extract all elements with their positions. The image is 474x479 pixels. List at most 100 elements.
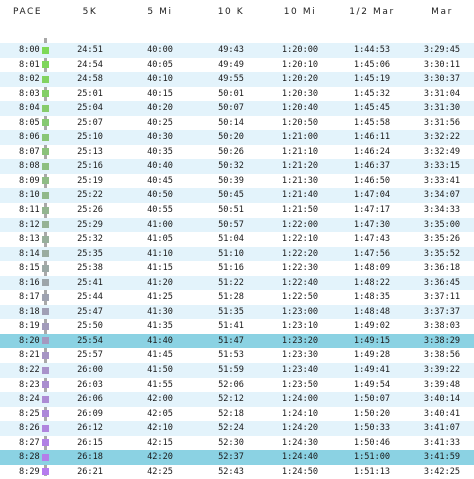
marathon-cell: 3:38:56	[423, 350, 461, 361]
five-k-cell: 25:01	[77, 88, 103, 99]
pace-cell: 8:11	[19, 205, 40, 216]
half-marathon-cell: 1:49:28	[353, 350, 391, 361]
five-mi-cell: 41:10	[147, 248, 173, 259]
five-mi-cell: 41:45	[147, 350, 173, 361]
pace-marker	[42, 235, 49, 243]
ten-mi-cell: 1:20:30	[281, 88, 319, 99]
marathon-cell: 3:34:07	[423, 190, 461, 201]
five-k-cell: 24:51	[77, 45, 103, 55]
ten-k-cell: 50:20	[218, 132, 244, 143]
marathon-cell: 3:40:41	[423, 408, 461, 419]
table-row: 8:08 25:16 40:40 50:32 1:21:20 1:46:37 3:33:15	[0, 159, 474, 174]
marathon-cell: 3:32:49	[423, 146, 461, 157]
marathon-cell: 3:39:48	[423, 379, 461, 390]
half-marathon-cell: 1:45:32	[353, 88, 391, 99]
half-marathon-cell: 1:48:35	[353, 292, 391, 303]
pace-cell: 8:03	[19, 88, 40, 99]
half-marathon-cell: 1:51:00	[353, 452, 391, 463]
marathon-cell: 3:35:52	[423, 248, 461, 259]
five-k-cell: 25:41	[77, 277, 103, 288]
five-mi-cell: 40:35	[147, 146, 173, 157]
ten-k-cell: 50:07	[218, 103, 244, 114]
marathon-cell: 3:31:56	[423, 117, 461, 128]
header-10-mi: 10 Mi	[283, 7, 317, 17]
half-marathon-cell: 1:50:20	[353, 408, 391, 419]
five-k-cell: 25:13	[77, 146, 103, 157]
five-k-cell: 26:06	[77, 394, 103, 405]
table-row: 8:24 26:06 42:00 52:12 1:24:00 1:50:07 3:40:14	[0, 392, 474, 407]
five-k-cell: 25:35	[77, 248, 103, 259]
pace-cell: 8:17	[19, 292, 40, 303]
header-5-mi: 5 Mi	[147, 7, 173, 17]
ten-k-cell: 50:01	[218, 88, 244, 99]
pace-cell: 8:05	[19, 117, 40, 128]
pace-cell: 8:07	[19, 146, 40, 157]
five-k-cell: 26:00	[77, 365, 103, 376]
pace-cell: 8:24	[19, 394, 40, 405]
half-marathon-cell: 1:50:33	[353, 423, 391, 434]
half-marathon-cell: 1:49:15	[353, 335, 391, 346]
half-marathon-cell: 1:49:41	[353, 365, 391, 376]
ten-mi-cell: 1:23:20	[281, 335, 319, 346]
pace-marker	[42, 162, 49, 170]
five-k-cell: 25:16	[77, 161, 103, 172]
header-marathon: Mar	[431, 7, 453, 17]
pace-cell: 8:20	[19, 335, 40, 346]
table-row: 8:21 25:57 41:45 51:53 1:23:30 1:49:28 3:38:56	[0, 348, 474, 363]
ten-mi-cell: 1:24:00	[281, 394, 319, 405]
pace-marker	[42, 351, 49, 359]
ten-mi-cell: 1:22:20	[281, 248, 319, 259]
ten-k-cell: 51:41	[218, 321, 244, 332]
marathon-cell: 3:40:14	[423, 394, 461, 405]
five-mi-cell: 42:15	[147, 437, 173, 448]
pace-marker	[42, 337, 49, 345]
half-marathon-cell: 1:45:58	[353, 117, 391, 128]
ten-mi-cell: 1:22:10	[281, 234, 319, 245]
marathon-cell: 3:33:41	[423, 175, 461, 186]
header-10k: 10 K	[217, 7, 245, 17]
five-mi-cell: 40:20	[147, 103, 173, 114]
table-row: 8:19 25:50 41:35 51:41 1:23:10 1:49:02 3:38:03	[0, 319, 474, 334]
five-k-cell: 25:32	[77, 234, 103, 245]
ten-k-cell: 49:55	[218, 74, 244, 85]
pace-cell: 8:27	[19, 437, 40, 448]
marathon-cell: 3:34:33	[423, 205, 461, 216]
five-mi-cell: 40:10	[147, 74, 173, 85]
five-k-cell: 26:12	[77, 423, 103, 434]
ten-k-cell: 50:32	[218, 161, 244, 172]
ten-mi-cell: 1:23:10	[281, 321, 319, 332]
table-row: 8:23 26:03 41:55 52:06 1:23:50 1:49:54 3:39:48	[0, 378, 474, 393]
ten-k-cell: 51:59	[218, 365, 244, 376]
five-mi-cell: 40:15	[147, 88, 173, 99]
marathon-cell: 3:30:37	[423, 74, 461, 85]
pace-cell: 8:04	[19, 103, 40, 114]
five-k-cell: 25:57	[77, 350, 103, 361]
table-row: 8:14 25:35 41:10 51:10 1:22:20 1:47:56 3:35:52	[0, 246, 474, 262]
five-k-cell: 25:10	[77, 132, 103, 143]
table-row: 8:10 25:22 40:50 50:45 1:21:40 1:47:04 3:34:07	[0, 188, 474, 204]
ten-mi-cell: 1:21:00	[281, 132, 319, 143]
table-row: 8:06 25:10 40:30 50:20 1:21:00 1:46:11 3:32:22	[0, 130, 474, 145]
pace-cell: 8:19	[19, 321, 40, 332]
five-mi-cell: 40:05	[147, 59, 173, 70]
ten-k-cell: 52:06	[218, 379, 244, 390]
ten-k-cell: 50:39	[218, 175, 244, 186]
five-mi-cell: 42:10	[147, 423, 173, 434]
marathon-cell: 3:38:03	[423, 321, 461, 332]
ten-k-cell: 51:53	[218, 350, 244, 361]
table-row: 8:20 25:54 41:40 51:47 1:23:20 1:49:15 3:38:29	[0, 333, 474, 349]
pace-marker	[42, 104, 49, 112]
half-marathon-cell: 1:49:02	[353, 321, 391, 332]
half-marathon-cell: 1:48:48	[353, 306, 391, 317]
pace-marker	[42, 191, 49, 199]
ten-mi-cell: 1:20:50	[281, 117, 319, 128]
pace-marker	[42, 279, 49, 287]
pace-marker	[42, 177, 49, 185]
five-mi-cell: 41:00	[147, 219, 173, 230]
table-row: 8:04 25:04 40:20 50:07 1:20:40 1:45:45 3:31:30	[0, 101, 474, 116]
table-row: 8:09 25:19 40:45 50:39 1:21:30 1:46:50 3:33:41	[0, 174, 474, 189]
five-mi-cell: 41:35	[147, 321, 173, 332]
five-k-cell: 26:03	[77, 379, 103, 390]
pace-cell: 8:25	[19, 408, 40, 419]
